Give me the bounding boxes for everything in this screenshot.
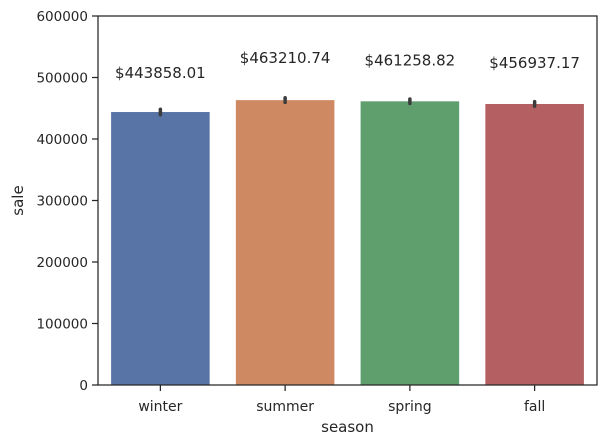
x-tick-label-fall: fall: [524, 399, 545, 415]
bar-summer: [235, 100, 335, 385]
value-label-winter: $443858.01: [115, 64, 206, 82]
value-label-spring: $461258.82: [365, 51, 456, 69]
bars-group: [111, 100, 584, 385]
y-tick-label: 500000: [36, 71, 88, 87]
error-bars-group: [158, 96, 537, 117]
y-axis-label: sale: [9, 185, 27, 215]
plot-area: $443858.01 $463210.74 $461258.82 $456937.17: [111, 49, 584, 385]
y-tick-label: 400000: [36, 132, 88, 148]
bar-fall: [485, 103, 584, 385]
x-tick-label-spring: spring: [388, 399, 432, 415]
value-label-summer: $463210.74: [240, 49, 331, 67]
y-tick-label: 200000: [36, 255, 88, 271]
value-labels-group: $443858.01 $463210.74 $461258.82 $456937.17: [115, 49, 580, 82]
x-axis-label: season: [321, 418, 374, 436]
y-axis: 0 100000 200000 300000 400000 500000 600000: [36, 9, 98, 394]
y-tick-label: 300000: [36, 194, 88, 210]
y-tick-label: 600000: [36, 9, 88, 25]
x-axis: winter summer spring fall: [138, 385, 545, 415]
x-tick-label-winter: winter: [138, 399, 182, 415]
y-tick-label: 0: [79, 378, 88, 394]
y-tick-label: 100000: [36, 317, 88, 333]
x-tick-label-summer: summer: [256, 399, 314, 415]
bar-spring: [360, 101, 460, 385]
bar-winter: [111, 112, 210, 385]
value-label-fall: $456937.17: [489, 54, 580, 72]
